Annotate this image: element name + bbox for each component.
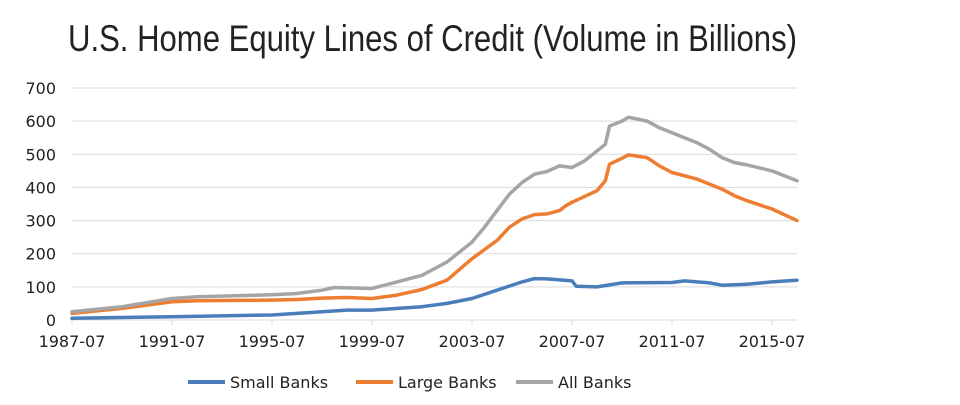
x-tick-label: 1991-07 [139,332,206,351]
x-tick-label: 2015-07 [739,332,806,351]
y-tick-label: 500 [25,145,56,164]
x-tick-label: 1999-07 [339,332,406,351]
y-tick-label: 100 [25,278,56,297]
series-line-small-banks [70,276,799,321]
legend-label: Small Banks [230,373,328,392]
x-tick-label: 2011-07 [639,332,706,351]
legend-label: Large Banks [398,373,497,392]
x-tick-label: 1995-07 [239,332,306,351]
y-tick-label: 600 [25,112,56,131]
y-tick-label: 400 [25,178,56,197]
series-line-large-banks [70,153,799,316]
y-tick-label: 200 [25,245,56,264]
y-tick-label: 0 [46,311,56,330]
y-tick-label: 300 [25,212,56,231]
chart-title: U.S. Home Equity Lines of Credit (Volume… [68,18,797,59]
y-tick-label: 700 [25,79,56,98]
legend-label: All Banks [558,373,631,392]
x-tick-label: 1987-07 [39,332,106,351]
x-tick-label: 2007-07 [539,332,606,351]
series-line-all-banks [70,115,799,314]
x-tick-label: 2003-07 [439,332,506,351]
